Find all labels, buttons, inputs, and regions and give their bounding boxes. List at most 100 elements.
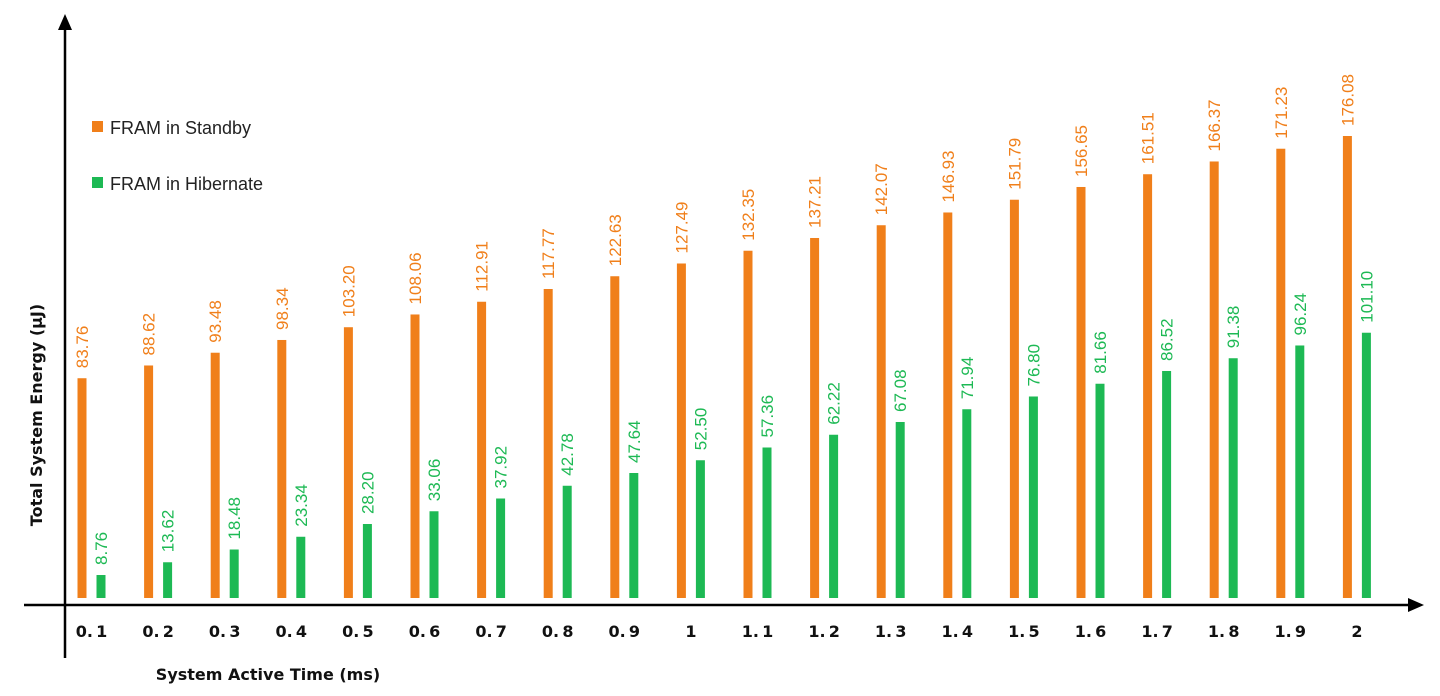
value-label-standby-1.9: 171.23	[1272, 87, 1291, 139]
bar-hibernate-1.2	[829, 434, 839, 598]
x-tick-label-0.9: 0. 9	[609, 622, 641, 641]
bar-hibernate-0.8	[562, 485, 572, 598]
bar-standby-1.4	[943, 212, 953, 598]
value-label-standby-0.6: 108.06	[406, 252, 425, 304]
x-tick-label-0.2: 0. 2	[142, 622, 174, 641]
value-label-hibernate-1.1: 57.36	[758, 395, 777, 438]
x-tick-label-0.4: 0. 4	[276, 622, 308, 641]
bar-hibernate-1.7	[1162, 370, 1172, 598]
value-label-standby-1.7: 161.51	[1139, 112, 1158, 164]
bar-hibernate-0.7	[496, 498, 506, 598]
bar-hibernate-0.2	[163, 562, 173, 598]
value-label-hibernate-2: 101.10	[1357, 271, 1376, 323]
x-tick-label-1.7: 1. 7	[1141, 622, 1173, 641]
value-labels-layer: 83.76 8.76 88.62 13.62 93.48 18.48 98.34 23.34 1…	[73, 74, 1376, 565]
bar-hibernate-1.9	[1295, 345, 1305, 598]
bar-hibernate-1.4	[962, 409, 972, 598]
x-tick-label-2: 2	[1351, 622, 1362, 641]
value-label-hibernate-0.2: 13.62	[159, 510, 178, 553]
x-tick-label-0.3: 0. 3	[209, 622, 241, 641]
value-label-standby-0.7: 112.91	[473, 241, 492, 292]
y-axis-arrow	[58, 14, 72, 30]
value-label-standby-0.3: 93.48	[206, 300, 225, 343]
bar-hibernate-0.5	[362, 524, 372, 598]
bar-standby-0.1	[77, 378, 87, 598]
bar-standby-1.9	[1276, 148, 1286, 598]
x-tick-label-1.9: 1. 9	[1275, 622, 1307, 641]
bars-layer	[77, 136, 1371, 599]
x-tick-label-0.6: 0. 6	[409, 622, 441, 641]
bar-hibernate-0.9	[629, 473, 639, 598]
value-label-hibernate-1.3: 67.08	[891, 369, 910, 412]
value-label-hibernate-1.5: 76.80	[1024, 344, 1043, 387]
legend-label-standby: FRAM in Standby	[110, 118, 251, 138]
value-label-standby-0.8: 117.77	[539, 228, 558, 279]
bar-standby-1.8	[1209, 161, 1219, 598]
value-label-standby-2: 176.08	[1338, 74, 1357, 126]
bar-standby-1.6	[1076, 186, 1086, 598]
value-label-standby-1.5: 151.79	[1005, 138, 1024, 190]
value-label-hibernate-0.3: 18.48	[225, 497, 244, 540]
bar-standby-0.2	[144, 365, 154, 598]
bar-hibernate-1.6	[1095, 383, 1105, 598]
bar-standby-1.5	[1009, 199, 1019, 598]
bar-hibernate-1.8	[1228, 358, 1238, 598]
value-label-hibernate-1.8: 91.38	[1224, 306, 1243, 349]
x-tick-label-1.8: 1. 8	[1208, 622, 1240, 641]
value-label-standby-0.4: 98.34	[273, 287, 292, 330]
bar-standby-0.5	[343, 327, 353, 598]
value-label-standby-1.6: 156.65	[1072, 125, 1091, 177]
value-label-standby-0.1: 83.76	[73, 326, 92, 369]
value-label-standby-1.8: 166.37	[1205, 99, 1224, 151]
x-tick-label-1.2: 1. 2	[808, 622, 840, 641]
bar-hibernate-2	[1361, 332, 1371, 598]
value-label-hibernate-0.8: 42.78	[558, 433, 577, 476]
value-label-hibernate-0.9: 47.64	[625, 420, 644, 463]
value-label-hibernate-1.9: 96.24	[1291, 293, 1310, 336]
bar-standby-0.7	[477, 301, 487, 598]
value-label-standby-0.2: 88.62	[140, 313, 159, 356]
value-label-hibernate-0.5: 28.20	[358, 471, 377, 514]
x-tick-label-1.3: 1. 3	[875, 622, 907, 641]
bar-standby-1.3	[876, 225, 886, 598]
value-label-hibernate-1: 52.50	[691, 408, 710, 451]
bar-hibernate-1.3	[895, 421, 905, 598]
bar-standby-0.8	[543, 288, 553, 598]
legend-label-hibernate: FRAM in Hibernate	[110, 174, 263, 194]
bar-standby-1.1	[743, 250, 753, 599]
x-tick-label-1.6: 1. 6	[1075, 622, 1107, 641]
legend-swatch-hibernate	[92, 177, 103, 188]
bar-hibernate-1.1	[762, 447, 772, 598]
bar-hibernate-1	[695, 460, 705, 598]
legend: FRAM in Standby FRAM in Hibernate	[92, 118, 263, 194]
value-label-hibernate-0.1: 8.76	[92, 532, 111, 565]
x-tick-label-0.7: 0. 7	[475, 622, 507, 641]
x-axis-title: System Active Time (ms)	[156, 665, 380, 684]
value-label-hibernate-1.7: 86.52	[1158, 318, 1177, 361]
x-tick-label-1.4: 1. 4	[942, 622, 974, 641]
value-label-standby-0.5: 103.20	[339, 265, 358, 317]
x-tick-label-1: 1	[685, 622, 696, 641]
value-label-hibernate-0.7: 37.92	[492, 446, 511, 489]
value-label-standby-1.1: 132.35	[739, 189, 758, 241]
bar-hibernate-0.1	[96, 575, 106, 598]
bar-standby-0.4	[277, 339, 287, 598]
x-tick-label-1.1: 1. 1	[742, 622, 774, 641]
bar-standby-1.2	[810, 237, 820, 598]
value-label-standby-0.9: 122.63	[606, 214, 625, 266]
bar-hibernate-1.5	[1028, 396, 1038, 598]
axes	[24, 14, 1424, 658]
bar-hibernate-0.4	[296, 536, 306, 598]
bar-standby-1.7	[1143, 174, 1153, 598]
value-label-hibernate-1.6: 81.66	[1091, 331, 1110, 374]
x-tick-label-0.1: 0. 1	[76, 622, 108, 641]
value-label-standby-1.3: 142.07	[872, 163, 891, 215]
value-label-standby-1.2: 137.21	[806, 176, 825, 228]
bar-standby-2	[1342, 136, 1352, 598]
value-label-standby-1: 127.49	[672, 201, 691, 253]
bar-standby-0.3	[210, 352, 220, 598]
bar-hibernate-0.3	[229, 549, 239, 598]
legend-swatch-standby	[92, 121, 103, 132]
bar-standby-1	[676, 263, 686, 598]
